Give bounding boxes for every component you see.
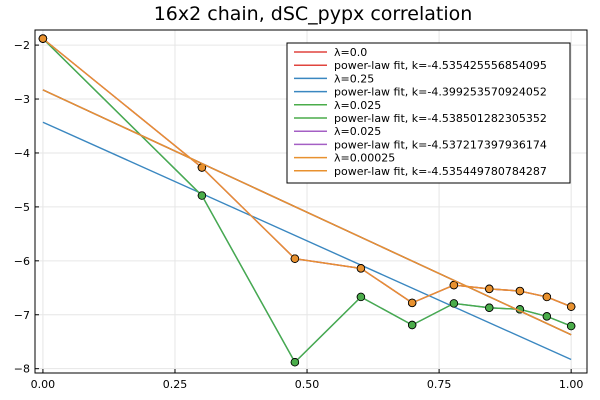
x-tick-label: 0.50: [295, 378, 320, 391]
x-tick-label: 0.75: [427, 378, 452, 391]
series-line: [42, 38, 572, 364]
legend-box: [286, 42, 571, 184]
legend-label: power-law fit, k=-4.535425556854095: [334, 59, 547, 72]
data-point: [449, 280, 459, 290]
legend-label: λ=0.0: [334, 46, 367, 59]
legend-label: λ=0.025: [334, 99, 381, 112]
fit-line: [42, 121, 572, 361]
data-point: [407, 320, 417, 330]
y-tick-label: −4: [14, 147, 30, 160]
legend-label: λ=0.025: [334, 125, 381, 138]
plot-frame: [34, 29, 588, 374]
y-tick-label: −6: [14, 255, 30, 268]
data-point: [566, 321, 576, 331]
data-point: [566, 302, 576, 311]
series-5: [38, 34, 576, 367]
legend-label: λ=0.00025: [334, 152, 395, 165]
y-tick-label: −3: [14, 93, 30, 106]
y-tick-label: −5: [14, 201, 30, 214]
y-tick-label: −7: [14, 309, 30, 322]
series-9: [38, 34, 576, 311]
series-layer: [38, 34, 576, 367]
data-point: [407, 298, 417, 308]
legend-label: power-law fit, k=-4.537217397936174: [334, 138, 547, 151]
x-tick-label: 0.00: [31, 378, 56, 391]
data-point: [485, 284, 494, 294]
series-line: [42, 38, 572, 308]
x-tick-label: 1.00: [559, 378, 584, 391]
legend-label: power-law fit, k=-4.535449780784287: [334, 165, 547, 178]
data-point: [38, 34, 48, 43]
data-point: [449, 299, 459, 308]
data-point: [515, 286, 525, 296]
fit-line: [42, 89, 572, 336]
data-point: [542, 312, 552, 321]
chart-title: 16x2 chain, dSC_pypx correlation: [154, 3, 473, 25]
data-point: [290, 254, 300, 263]
data-point: [197, 191, 207, 200]
axis-ticks: 0.00 0.25 0.50 0.75 1.00 −8 −7 −6 −5 −4 −3 −2: [14, 39, 584, 391]
x-tick-label: 0.25: [163, 378, 188, 391]
data-point: [485, 303, 494, 312]
data-point: [542, 292, 552, 302]
data-point: [290, 358, 300, 367]
data-point: [356, 264, 366, 273]
legend-label: power-law fit, k=-4.399253570924052: [334, 86, 547, 99]
legend-label: λ=0.25: [334, 72, 374, 85]
y-tick-label: −2: [14, 39, 30, 52]
y-tick-label: −8: [14, 363, 30, 376]
series-4: [42, 121, 572, 361]
legend-label: power-law fit, k=-4.538501282305352: [334, 112, 547, 125]
series-10: [42, 89, 572, 336]
data-point: [356, 292, 366, 302]
